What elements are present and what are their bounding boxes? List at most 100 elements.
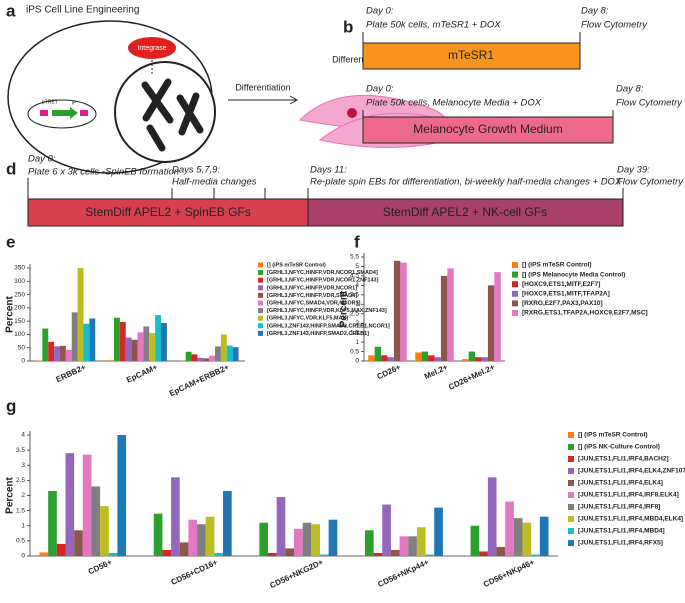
arrow-label: Differentiation — [235, 82, 290, 92]
y-tick-label: 200 — [14, 305, 25, 312]
bar — [226, 345, 233, 361]
legend-swatch — [258, 270, 263, 276]
bar — [149, 333, 156, 361]
legend-swatch — [568, 480, 574, 486]
bar — [494, 272, 501, 361]
y-tick-label: 50 — [18, 344, 26, 351]
day-label: Day 39: — [617, 165, 650, 176]
y-tick-label: 4 — [21, 432, 25, 439]
panel-title: iPS Cell Line Engineering — [26, 5, 139, 16]
bar — [205, 516, 215, 556]
y-tick-label: 5 — [355, 263, 359, 270]
y-tick-label: 2 — [21, 492, 25, 499]
legend-label: [GRHL3,NFYC,SMAD4,VDR,NCOR1] — [267, 300, 361, 306]
legend-swatch — [258, 300, 263, 306]
y-tick-label: 0.5 — [16, 538, 25, 545]
bar — [125, 337, 132, 361]
plasmid-label: iP — [72, 100, 77, 106]
bar — [42, 328, 49, 361]
bar — [179, 542, 189, 556]
bar — [364, 530, 374, 556]
bar — [381, 355, 388, 361]
legend-swatch — [258, 285, 263, 291]
bar — [48, 341, 55, 361]
bar — [191, 354, 198, 361]
bar — [382, 504, 391, 556]
x-tick-label: EpCAM+ERBB2+ — [168, 362, 231, 398]
bar — [311, 524, 320, 556]
legend-swatch — [512, 281, 518, 288]
bar — [399, 536, 409, 556]
bar — [155, 315, 162, 361]
bar — [56, 543, 66, 556]
bar — [108, 552, 118, 556]
bar — [259, 522, 269, 556]
bar — [143, 326, 150, 361]
bar — [481, 357, 488, 361]
legend-swatch — [258, 323, 263, 329]
legend-label: [RXRG,E2F7,PAX3,PAX10] — [522, 300, 603, 307]
bar — [171, 477, 180, 556]
medium-label: mTeSR1 — [448, 48, 494, 62]
legend-label: [HOXC9,ETS1,MITF,TFAP2A] — [522, 291, 610, 298]
bar — [137, 332, 144, 361]
plasmid — [27, 99, 97, 129]
y-tick-label: 3.5 — [350, 292, 359, 299]
bar — [390, 549, 400, 556]
bar — [513, 518, 523, 556]
day-label: Day 8: — [616, 84, 644, 95]
day-note: Half-media changes — [172, 177, 257, 188]
bar — [89, 318, 96, 361]
arrow — [228, 95, 299, 105]
legend-label: [GRHL3,NFYC,HINFP,VDR,NCOR1,SMAD4] — [267, 270, 378, 276]
x-tick-label: EpCAM+ — [125, 362, 159, 384]
panel-label: e — [6, 232, 15, 251]
legend-label: [] (iPS mTeSR Control) — [267, 262, 326, 268]
legend-swatch — [258, 308, 263, 314]
bar — [276, 497, 286, 556]
legend-label: [GRHL3,NFYC,VDR,KLF5,MAX] — [267, 316, 348, 322]
bar — [119, 321, 126, 361]
bar — [215, 346, 221, 361]
legend-label: [GRHL3,NFYC,HINFP,VDR,SMAD4] — [267, 293, 357, 299]
bar — [197, 357, 204, 361]
bar — [487, 477, 497, 556]
bar — [188, 519, 198, 556]
bar — [65, 453, 75, 556]
bar — [531, 554, 540, 556]
legend-label: [GRHL3,NFYC,HINFP,VDR,KLF5,MAX,ZNF143] — [267, 308, 387, 314]
y-tick-label: 0 — [21, 553, 25, 560]
bar — [203, 358, 210, 361]
bar — [285, 548, 294, 556]
legend-label: [] (iPS NK-Culture Control) — [578, 444, 660, 451]
legend-label: [JUN,ETS1,FLI1,IRF4,BACH2] — [578, 456, 669, 463]
y-tick-label: 250 — [14, 291, 25, 298]
legend-swatch — [512, 300, 518, 307]
bar — [434, 357, 441, 361]
day-note: Flow Cytometry — [617, 177, 684, 188]
legend-label: [GRHL3,ZNF143,HINFP,SMAD2,CREB1] — [267, 331, 369, 337]
plasmid-part — [52, 107, 78, 119]
plasmid-label: pTRET — [42, 99, 58, 105]
panel-label: d — [6, 159, 16, 178]
legend-label: [GRHL3,NFYC,HINFP,VDR,NCOR1] — [267, 285, 357, 291]
legend-swatch — [568, 468, 574, 474]
bar — [65, 349, 72, 361]
legend-label: [JUN,ETS1,FLI1,IRF4,IRF8] — [578, 504, 660, 511]
medium-box — [27, 198, 309, 227]
legend-swatch — [568, 516, 574, 522]
day-label: Days 11: — [310, 165, 347, 176]
integrase — [128, 37, 176, 59]
y-tick-label: 5.5 — [350, 254, 359, 261]
bar — [294, 528, 303, 556]
bar — [374, 346, 382, 361]
bar — [368, 355, 375, 361]
bar — [328, 519, 338, 556]
bar — [220, 334, 227, 361]
legend-label: [HOXC9,ETS1,MITF,E2F7] — [522, 281, 600, 288]
bar — [387, 357, 394, 361]
bar — [496, 546, 506, 556]
bar — [214, 552, 224, 556]
legend-label: [] (iPS Melanocyte Media Control) — [522, 271, 625, 278]
legend-swatch — [512, 310, 518, 316]
